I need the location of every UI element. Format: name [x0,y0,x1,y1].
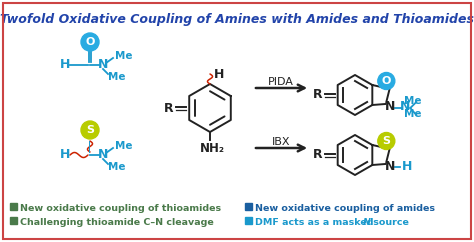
Text: N: N [98,59,108,71]
Text: Me: Me [108,162,126,172]
Text: Twofold Oxidative Coupling of Amines with Amides and Thioamides: Twofold Oxidative Coupling of Amines wit… [0,13,474,26]
Text: H: H [402,160,413,174]
Text: Me: Me [108,72,126,82]
Text: S: S [383,136,390,146]
Bar [245,217,252,224]
Text: New oxidative coupling of amides: New oxidative coupling of amides [255,204,435,213]
Text: Me: Me [115,51,133,61]
Text: S: S [86,125,94,135]
Text: R: R [313,89,323,101]
Circle shape [81,121,99,139]
Circle shape [378,133,395,150]
Text: Challenging thioamide C–N cleavage: Challenging thioamide C–N cleavage [20,218,214,227]
Text: DMF acts as a masked: DMF acts as a masked [255,218,377,227]
Text: O: O [382,76,391,86]
Text: H: H [60,59,70,71]
Circle shape [378,73,395,90]
Text: R: R [164,101,174,114]
Text: IBX: IBX [272,137,290,147]
Text: New oxidative coupling of thioamides: New oxidative coupling of thioamides [20,204,221,213]
Text: PIDA: PIDA [268,77,294,87]
Text: R: R [313,149,323,161]
Text: Me: Me [115,141,133,151]
Text: H: H [60,149,70,161]
Text: N: N [401,100,410,113]
Text: N: N [98,149,108,161]
Bar [10,203,17,210]
Bar [10,217,17,224]
Circle shape [81,33,99,51]
Text: NH₂: NH₂ [200,142,225,155]
Text: N: N [385,100,395,113]
Text: Me: Me [404,109,422,119]
Text: N: N [385,160,395,174]
Text: source: source [370,218,409,227]
Text: N: N [363,218,371,227]
Text: O: O [85,37,95,47]
Text: Me: Me [404,96,422,106]
Bar [245,203,252,210]
Text: H: H [214,68,224,81]
